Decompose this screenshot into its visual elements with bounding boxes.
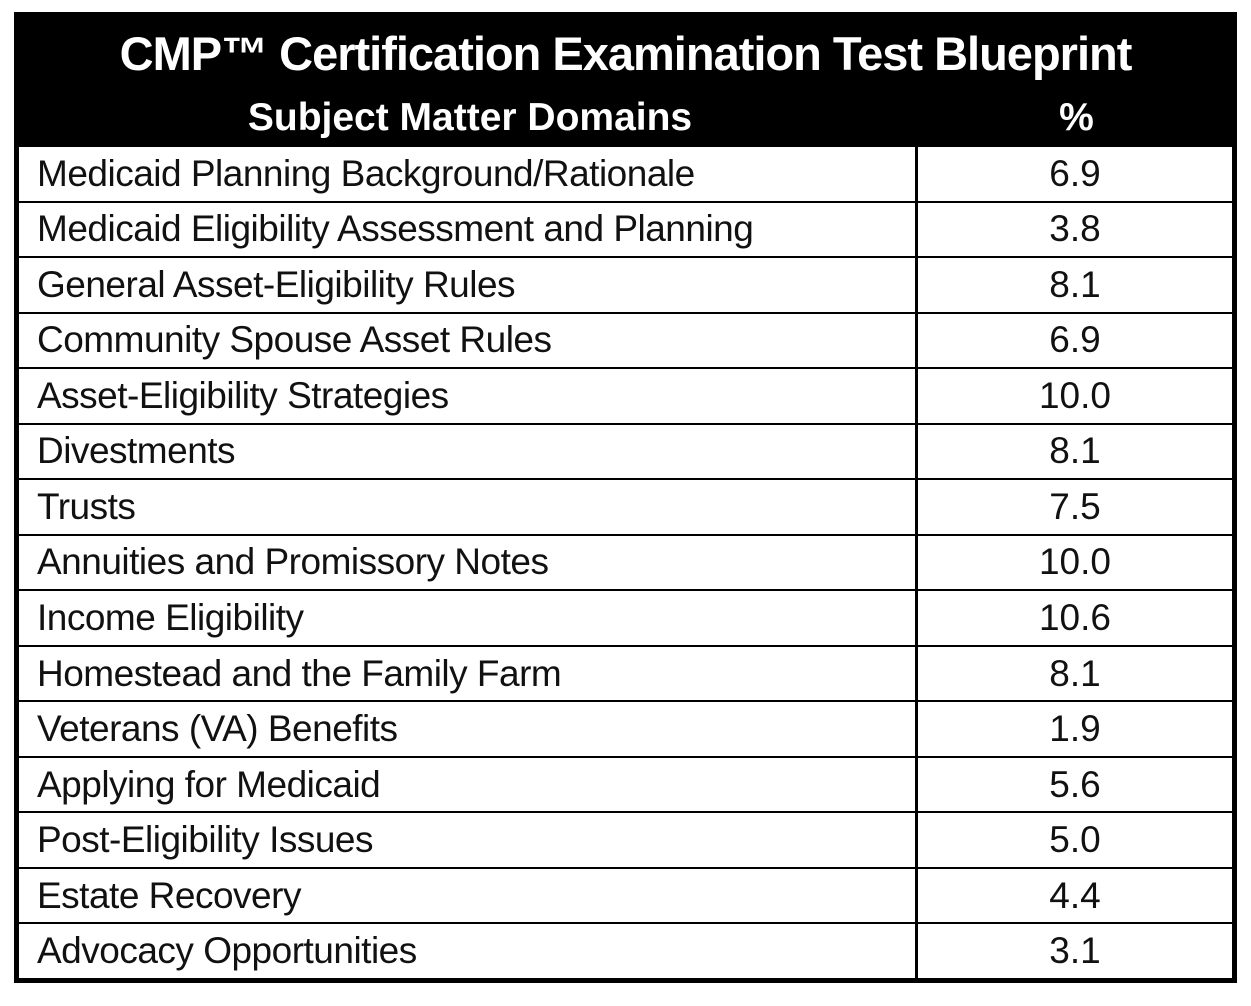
table-row: Estate Recovery 4.4 bbox=[19, 866, 1232, 923]
percent-cell: 8.1 bbox=[1049, 652, 1101, 694]
table-row: Veterans (VA) Benefits 1.9 bbox=[19, 700, 1232, 756]
table-row: Advocacy Opportunities 3.1 bbox=[19, 922, 1232, 978]
percent-cell: 4.4 bbox=[1049, 874, 1101, 916]
column-header-domains: Subject Matter Domains bbox=[247, 95, 693, 139]
table-body: Medicaid Planning Background/Rationale 6… bbox=[19, 145, 1232, 978]
percent-cell: 5.6 bbox=[1049, 763, 1101, 805]
table-row: Homestead and the Family Farm 8.1 bbox=[19, 644, 1232, 701]
percent-cell: 10.0 bbox=[1038, 374, 1111, 416]
domain-cell: Annuities and Promissory Notes bbox=[19, 535, 918, 590]
percent-cell: 5.0 bbox=[1049, 819, 1101, 861]
domain-cell: Divestments bbox=[19, 424, 918, 479]
domain-cell: Applying for Medicaid bbox=[19, 757, 918, 812]
domain-cell: Advocacy Opportunities bbox=[19, 924, 918, 978]
table-row: Divestments 8.1 bbox=[19, 422, 1232, 479]
percent-cell: 6.9 bbox=[1049, 152, 1101, 194]
domain-cell: Trusts bbox=[19, 480, 918, 534]
table-row: General Asset-Eligibility Rules 8.1 bbox=[19, 256, 1232, 312]
table-row: Medicaid Eligibility Assessment and Plan… bbox=[19, 200, 1232, 257]
domain-cell: Asset-Eligibility Strategies bbox=[19, 369, 918, 423]
domain-cell: Homestead and the Family Farm bbox=[19, 646, 918, 701]
domain-cell: Medicaid Planning Background/Rationale bbox=[19, 147, 918, 201]
column-header-percent: % bbox=[1059, 95, 1094, 139]
table-row: Trusts 7.5 bbox=[19, 478, 1232, 534]
domain-cell: General Asset-Eligibility Rules bbox=[19, 258, 918, 312]
table-row: Community Spouse Asset Rules 6.9 bbox=[19, 311, 1232, 368]
domain-cell: Post-Eligibility Issues bbox=[19, 813, 918, 867]
percent-cell: 3.1 bbox=[1049, 930, 1101, 972]
percent-cell: 10.6 bbox=[1038, 597, 1111, 639]
percent-cell: 10.0 bbox=[1038, 541, 1111, 583]
table-title: CMP™ Certification Examination Test Blue… bbox=[119, 27, 1133, 80]
table-row: Income Eligibility 10.6 bbox=[19, 589, 1232, 645]
column-header-row: Subject Matter Domains % bbox=[19, 90, 1232, 145]
table-row: Medicaid Planning Background/Rationale 6… bbox=[19, 145, 1232, 201]
percent-cell: 6.9 bbox=[1049, 319, 1101, 361]
table-header: CMP™ Certification Examination Test Blue… bbox=[19, 17, 1232, 145]
domain-cell: Community Spouse Asset Rules bbox=[19, 313, 918, 368]
domain-cell: Estate Recovery bbox=[19, 868, 918, 923]
percent-cell: 1.9 bbox=[1049, 708, 1101, 750]
blueprint-table: CMP™ Certification Examination Test Blue… bbox=[14, 12, 1237, 983]
table-row: Applying for Medicaid 5.6 bbox=[19, 755, 1232, 812]
percent-cell: 7.5 bbox=[1049, 485, 1101, 527]
percent-cell: 8.1 bbox=[1049, 430, 1101, 472]
table-row: Asset-Eligibility Strategies 10.0 bbox=[19, 367, 1232, 423]
domain-cell: Medicaid Eligibility Assessment and Plan… bbox=[19, 202, 918, 257]
domain-cell: Veterans (VA) Benefits bbox=[19, 702, 918, 756]
table-row: Annuities and Promissory Notes 10.0 bbox=[19, 533, 1232, 590]
domain-cell: Income Eligibility bbox=[19, 591, 918, 645]
table-row: Post-Eligibility Issues 5.0 bbox=[19, 811, 1232, 867]
percent-cell: 8.1 bbox=[1049, 263, 1101, 305]
percent-cell: 3.8 bbox=[1049, 208, 1101, 250]
